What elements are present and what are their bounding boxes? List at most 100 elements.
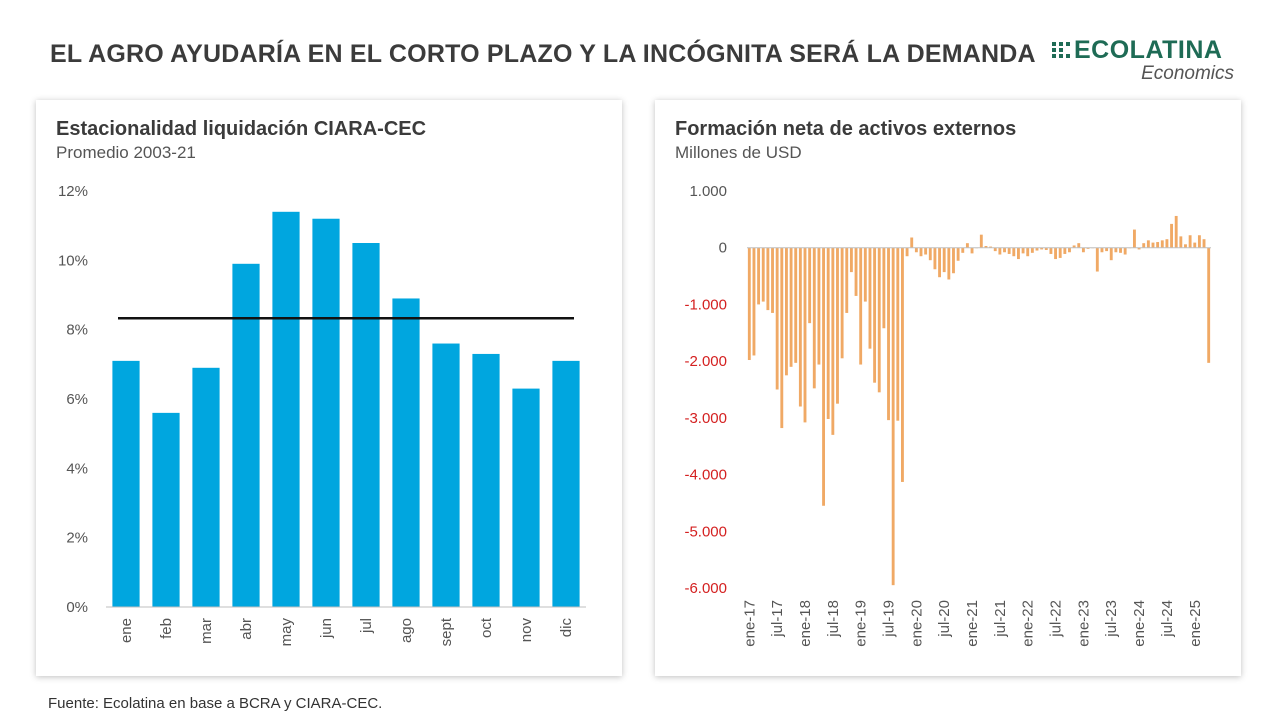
x-tick-label: feb (158, 618, 175, 639)
bar-month (1109, 247, 1113, 261)
y-tick-label: -5.000 (684, 523, 727, 540)
bar-month (1123, 247, 1127, 255)
seasonality-chart-panel: Estacionalidad liquidación CIARA-CEC Pro… (36, 100, 622, 676)
x-tick-label: ene-25 (1187, 600, 1204, 647)
y-tick-label: 8% (66, 322, 88, 339)
x-tick-label: ene-21 (964, 600, 981, 647)
bar-oct (472, 353, 500, 607)
bar-month (766, 247, 770, 311)
y-tick-label: 4% (66, 460, 88, 477)
bar-mar (192, 367, 220, 607)
bar-month (938, 247, 941, 278)
bar-month (1160, 240, 1164, 248)
bar-month (1026, 247, 1030, 257)
bar-month (836, 247, 839, 404)
bar-month (1179, 236, 1183, 248)
bar-month (1133, 229, 1136, 248)
y-tick-label: 2% (66, 530, 88, 547)
y-tick-label: 0 (719, 240, 727, 257)
bar-abr (232, 263, 260, 607)
bar-month (1030, 247, 1034, 253)
x-tick-label: dic (558, 618, 575, 638)
seasonality-chart-subtitle: Promedio 2003-21 (56, 143, 196, 162)
bar-month (785, 247, 788, 376)
logo-wordmark: ECOLATINA (1074, 36, 1223, 64)
bar-month (845, 247, 849, 313)
x-tick-label: ene (118, 618, 135, 643)
y-tick-label: -3.000 (684, 410, 727, 427)
y-tick-label: -1.000 (684, 296, 727, 313)
bar-month (882, 247, 886, 329)
x-tick-label: ene-17 (741, 600, 758, 647)
bar-month (794, 247, 798, 363)
x-tick-label: nov (518, 618, 535, 643)
bar-month (854, 247, 858, 296)
bar-nov (512, 388, 540, 607)
bar-month (1202, 239, 1206, 248)
y-tick-label: 12% (58, 183, 88, 200)
x-tick-label: jul-17 (769, 600, 786, 638)
x-tick-label: abr (238, 618, 255, 640)
bar-month (1114, 247, 1118, 253)
bar-month (1142, 243, 1146, 248)
bar-month (1081, 247, 1085, 253)
bar-month (965, 243, 969, 248)
bar-month (1156, 242, 1160, 248)
bar-month (924, 247, 928, 255)
bar-month (808, 247, 812, 324)
x-tick-label: jul-18 (825, 600, 842, 638)
bar-month (1054, 247, 1057, 260)
bar-ago (392, 298, 420, 607)
bar-month (831, 247, 835, 435)
x-tick-label: ago (398, 618, 415, 643)
bar-month (798, 247, 802, 407)
bar-month (1146, 240, 1150, 248)
bar-month (1184, 244, 1187, 248)
bar-month (1105, 247, 1109, 252)
x-tick-label: may (278, 618, 295, 647)
bar-month (928, 247, 932, 261)
bar-month (1072, 245, 1076, 248)
bar-month (1012, 247, 1016, 257)
seasonality-chart-title: Estacionalidad liquidación CIARA-CEC (56, 118, 427, 140)
bar-month (775, 247, 779, 390)
x-tick-label: jul-24 (1159, 600, 1176, 638)
bar-month (896, 247, 900, 421)
bar-month (1063, 247, 1067, 254)
x-tick-label: jul-19 (881, 600, 898, 638)
bar-month (1044, 247, 1048, 250)
bar-month (1003, 247, 1006, 253)
bar-month (1040, 247, 1044, 250)
bar-month (1068, 247, 1071, 253)
bar-month (771, 247, 774, 313)
bar-month (947, 247, 951, 280)
y-tick-label: 10% (58, 252, 88, 269)
fae-chart-panel: Formación neta de activos externos Millo… (655, 100, 1241, 676)
bar-sept (432, 343, 460, 607)
y-tick-label: 0% (66, 599, 88, 616)
bar-month (887, 247, 890, 421)
bar-month (1100, 247, 1104, 253)
bar-month (1188, 235, 1192, 248)
bar-month (979, 234, 983, 248)
y-tick-label: -4.000 (684, 467, 727, 484)
bar-month (840, 247, 844, 359)
bar-month (905, 247, 909, 257)
bar-month (942, 247, 946, 273)
bar-may (272, 211, 300, 608)
bar-month (1174, 215, 1178, 248)
x-tick-label: ene-22 (1020, 600, 1037, 647)
bar-month (1049, 247, 1053, 254)
bar-month (901, 247, 904, 482)
source-note: Fuente: Ecolatina en base a BCRA y CIARA… (48, 695, 383, 712)
bar-month (984, 246, 988, 248)
ecolatina-logo: ECOLATINA Economics (1050, 36, 1240, 86)
logo-grid-icon (1052, 42, 1070, 58)
bar-month (914, 247, 918, 253)
bar-month (747, 247, 751, 361)
bar-month (1137, 247, 1141, 250)
bar-jul (352, 243, 380, 607)
bar-month (761, 247, 765, 302)
bar-month (933, 247, 937, 270)
y-tick-label: -2.000 (684, 353, 727, 370)
